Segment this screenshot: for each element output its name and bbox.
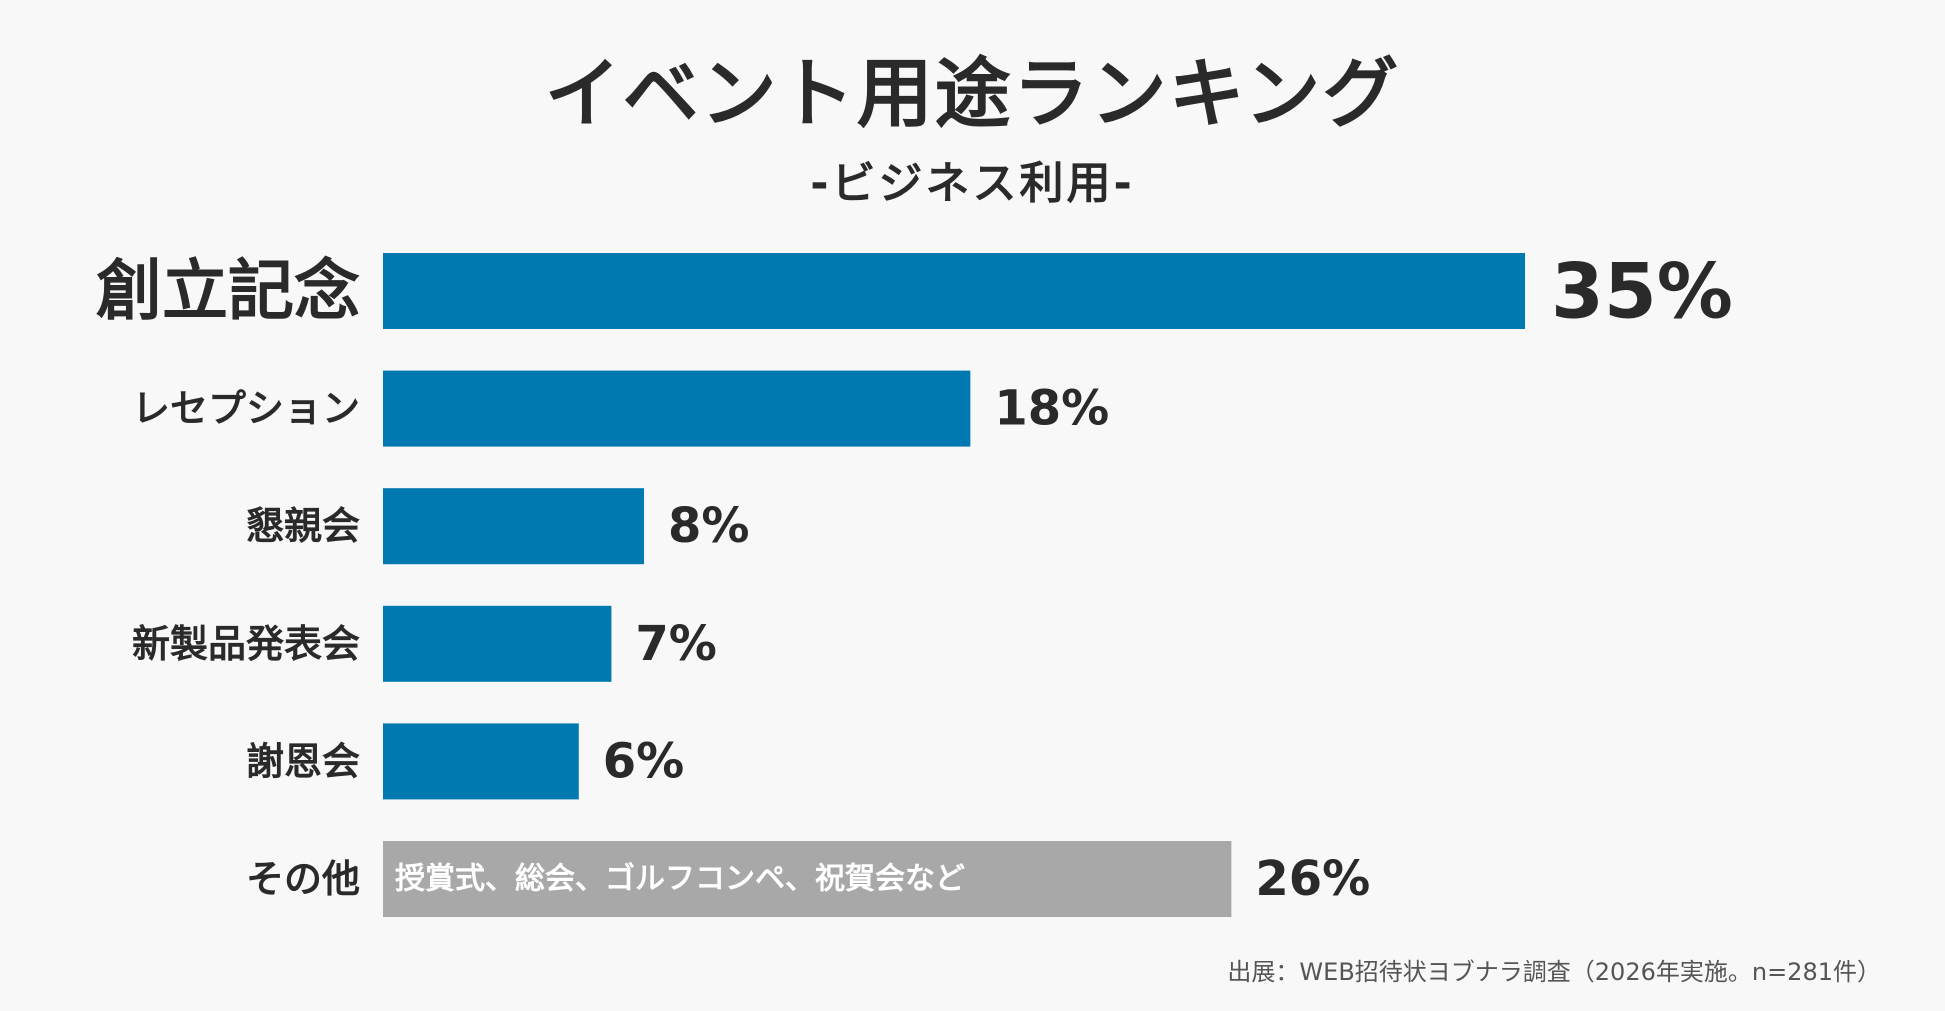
chart-title: イベント用途ランキング — [544, 49, 1401, 138]
bar — [383, 488, 645, 565]
value-label: 8% — [668, 498, 750, 554]
value-label: 35% — [1551, 247, 1733, 336]
bar — [383, 605, 612, 682]
category-label: 創立記念 — [96, 253, 360, 330]
bar — [383, 723, 579, 800]
category-label: 謝恩会 — [246, 739, 360, 783]
value-label: 26% — [1255, 851, 1370, 907]
category-label: レセプション — [132, 387, 360, 431]
category-label: 新製品発表会 — [132, 622, 360, 666]
source-note: 出展：WEB招待状ヨブナラ調査（2026年実施。n=281件） — [1227, 958, 1881, 986]
bar-note-label: 授賞式、総会、ゴルフコンペ、祝賀会など — [395, 862, 965, 897]
value-label: 7% — [635, 616, 717, 672]
bar — [383, 370, 971, 447]
category-label: その他 — [246, 857, 360, 901]
category-label: 懇親会 — [246, 504, 360, 548]
bar — [383, 253, 1526, 329]
value-label: 6% — [603, 733, 685, 789]
chart-subtitle: -ビジネス利用- — [810, 158, 1135, 209]
value-label: 18% — [994, 381, 1109, 437]
bar — [383, 841, 1232, 917]
